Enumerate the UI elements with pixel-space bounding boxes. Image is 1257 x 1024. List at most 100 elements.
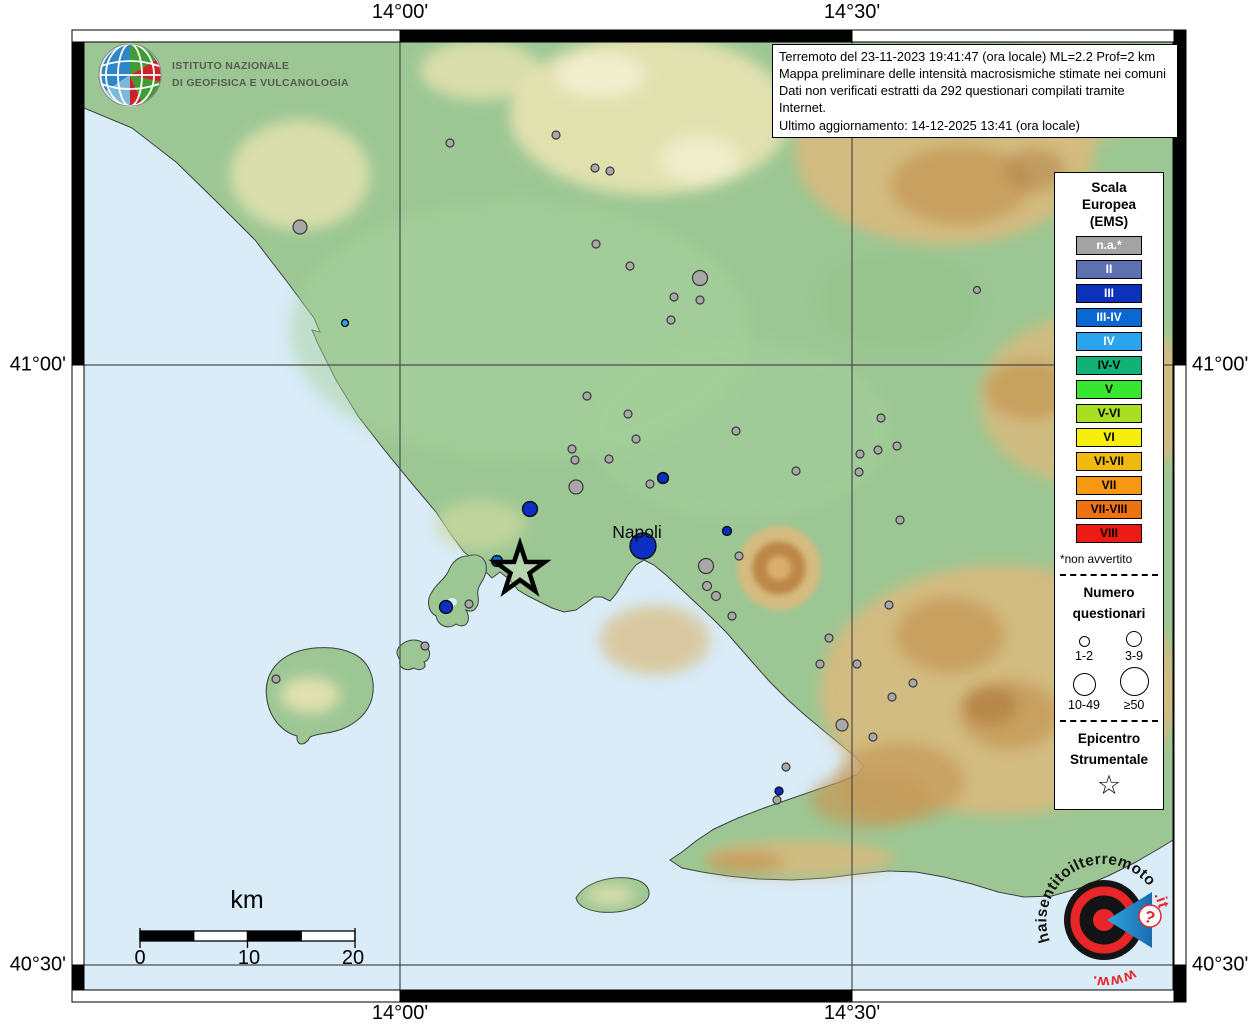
map-point-na — [855, 449, 865, 459]
legend-item-VI-VII: VI-VII — [1076, 451, 1142, 471]
map-point-na — [781, 762, 791, 772]
questionnaire-circle-icon — [1119, 667, 1149, 697]
questionnaire-size-label: 10-49 — [1068, 698, 1100, 713]
ingv-logo: ISTITUTO NAZIONALE DI GEOFISICA E VULCAN… — [97, 42, 349, 108]
axis-label-top-right: 14°30' — [823, 1, 881, 23]
axis-label-left-upper: 41°00' — [9, 353, 66, 376]
info-line-map-type: Mappa preliminare delle intensità macros… — [779, 66, 1166, 82]
map-point-na — [605, 166, 615, 176]
map-point-na — [884, 600, 894, 610]
map-point-na — [591, 239, 601, 249]
scale-bar — [139, 928, 356, 948]
map-point-na — [895, 515, 905, 525]
legend-footnote: *non avvertito — [1060, 551, 1133, 566]
map-point-na — [868, 732, 878, 742]
ingv-name-line1: ISTITUTO NAZIONALE — [172, 60, 290, 73]
map-point-na — [892, 441, 902, 451]
scalebar-title: km — [230, 886, 264, 914]
questionnaire-title: Numero questionari — [1072, 584, 1146, 621]
map-point-III — [629, 532, 657, 560]
map-point-na — [623, 409, 633, 419]
play-triangle-icon — [1107, 892, 1152, 948]
map-point-na — [835, 718, 849, 732]
graticule — [84, 42, 1173, 990]
questionnaire-points — [271, 130, 982, 805]
questionnaire-circle-icon — [1078, 636, 1090, 648]
legend-item-IV: IV — [1076, 331, 1142, 351]
scalebar-tick-20: 20 — [341, 947, 365, 969]
map-point-na — [464, 599, 474, 609]
legend-item-III: III — [1076, 283, 1142, 303]
legend-item-VII: VII — [1076, 475, 1142, 495]
map-point-na — [666, 315, 676, 325]
map-terrain: ? haisentitoilterremoto .it www. — [84, 42, 1173, 990]
map-point-na — [772, 795, 782, 805]
questionnaire-size-label: 3-9 — [1124, 649, 1144, 664]
map-point-na — [669, 292, 679, 302]
earthquake-info-box: Terremoto del 23-11-2023 19:41:47 (ora l… — [772, 44, 1178, 138]
questionnaire-size-label: ≥50 — [1123, 698, 1145, 713]
map-point-na — [734, 551, 744, 561]
legend-title: Scala Europea (EMS) — [1081, 180, 1136, 229]
map-point-na — [570, 455, 580, 465]
map-point-na — [908, 678, 918, 688]
map-point-na — [873, 445, 883, 455]
legend-panel: Scala Europea (EMS) n.a.* II III III-IV IV IV… — [1054, 172, 1164, 810]
map-point-na — [710, 590, 722, 602]
map-point-na — [445, 138, 455, 148]
map-point-na — [876, 413, 886, 423]
questionnaire-size-1-2: 1-2 — [1059, 631, 1109, 663]
questionnaire-size-3-9: 3-9 — [1109, 631, 1159, 663]
map-point-na — [791, 466, 801, 476]
axis-label-bottom-left: 14°00' — [371, 1002, 429, 1024]
map-point-na — [731, 426, 741, 436]
map-frame — [71, 29, 1187, 1003]
epicenter-star-icon — [488, 536, 552, 597]
map-point-na — [590, 163, 600, 173]
map-point-na — [887, 692, 897, 702]
map-point-na — [727, 611, 737, 621]
epicenter-title: Epicentro Strumentale — [1069, 731, 1149, 768]
questionnaire-circle-icon — [1072, 673, 1096, 697]
info-line-updated: Ultimo aggiornamento: 14-12-2025 13:41 (… — [779, 117, 1080, 133]
ingv-globe-icon — [98, 43, 162, 107]
legend-item-VI: VI — [1076, 427, 1142, 447]
legend-item-IV-V: IV-V — [1076, 355, 1142, 375]
map-point-na — [604, 454, 614, 464]
ems-scale-items: n.a.* II III III-IV IV IV-V V V-VI VI VI-VII VII VI… — [1059, 235, 1159, 543]
legend-item-V: V — [1076, 379, 1142, 399]
axis-label-left-lower: 40°30' — [9, 953, 66, 976]
map-point-na — [567, 444, 577, 454]
vesuvius-cone — [737, 526, 821, 610]
map-point-na — [701, 580, 713, 592]
map-point-III — [521, 500, 539, 518]
map-point-na — [582, 391, 592, 401]
legend-divider — [1060, 573, 1158, 576]
info-line-data-source: Dati non verificati estratti da 292 ques… — [779, 83, 1125, 116]
map-point-na — [852, 659, 862, 669]
map-point-na — [815, 659, 825, 669]
map-point-na — [824, 633, 834, 643]
epicenter-star-legend-icon: ☆ — [1096, 770, 1122, 801]
scalebar-tick-10: 10 — [237, 947, 261, 969]
city-label-napoli: Napoli — [612, 522, 662, 542]
legend-item-n.a.*: n.a.* — [1076, 235, 1142, 255]
map-point-na — [551, 130, 561, 140]
map-point-na — [695, 295, 705, 305]
map-point-na — [625, 261, 635, 271]
map-point-na — [292, 219, 308, 235]
questionnaire-size-label: 1-2 — [1074, 649, 1094, 664]
map-point-III — [721, 525, 733, 537]
map-point-na — [645, 479, 655, 489]
map-point-III — [656, 471, 670, 485]
legend-item-VII-VIII: VII-VIII — [1076, 499, 1142, 519]
scalebar-tick-0: 0 — [134, 947, 146, 969]
map-point-na — [691, 269, 709, 287]
axis-label-bottom-right: 14°30' — [823, 1002, 881, 1024]
questionnaire-size-≥50: ≥50 — [1109, 667, 1159, 712]
axis-label-right-lower: 40°30' — [1192, 953, 1249, 976]
legend-item-V-VI: V-VI — [1076, 403, 1142, 423]
info-line-event: Terremoto del 23-11-2023 19:41:47 (ora l… — [779, 49, 1156, 64]
legend-item-VIII: VIII — [1076, 523, 1142, 543]
